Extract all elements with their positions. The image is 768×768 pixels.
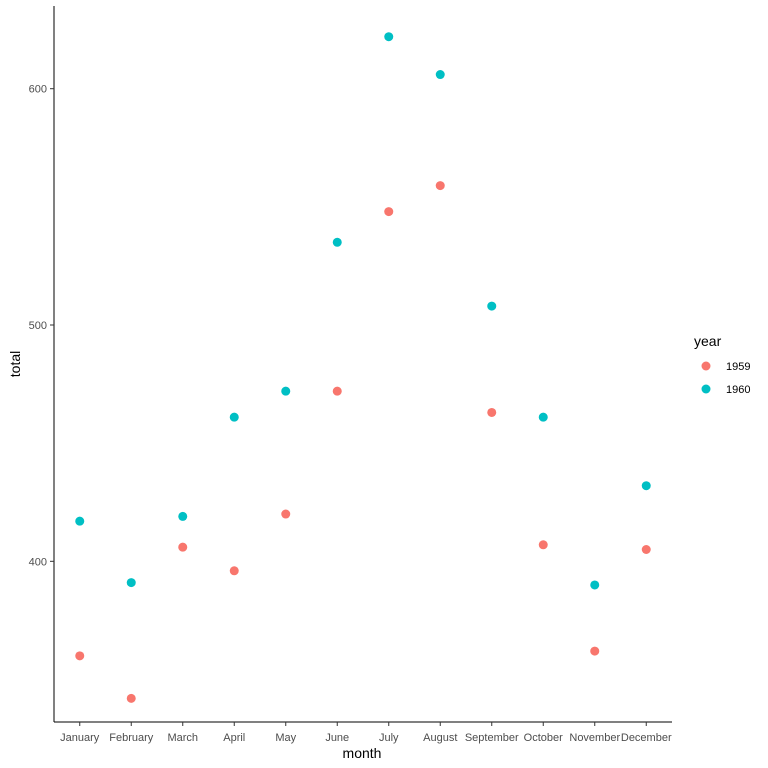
x-tick-label: July	[379, 732, 399, 744]
data-point-1960-september	[487, 301, 497, 311]
x-ticks: January February March April May June July Augu…	[60, 722, 672, 744]
x-tick-label: August	[423, 732, 457, 744]
y-tick-label: 600	[29, 84, 47, 96]
x-tick-label: December	[621, 732, 672, 744]
data-point-1960-december	[641, 481, 651, 491]
x-tick-label: November	[569, 732, 620, 744]
data-point-1960-may	[281, 386, 291, 396]
data-point-1959-august	[435, 181, 445, 191]
x-tick-label: February	[109, 732, 154, 744]
x-tick-label: January	[60, 732, 100, 744]
data-point-1960-august	[435, 70, 445, 80]
data-point-1960-january	[75, 516, 85, 526]
data-point-1959-february	[126, 693, 136, 703]
data-point-1959-april	[229, 566, 239, 576]
x-axis-title: month	[343, 745, 382, 761]
data-point-1960-november	[590, 580, 600, 590]
data-points	[75, 32, 651, 703]
data-point-1959-december	[641, 544, 651, 554]
data-point-1959-january	[75, 651, 85, 661]
data-point-1960-october	[538, 412, 548, 422]
x-tick-label: April	[223, 732, 245, 744]
data-point-1959-june	[332, 386, 342, 396]
x-tick-label: March	[167, 732, 198, 744]
y-ticks: 400 500 600	[29, 84, 54, 568]
axes	[53, 6, 672, 723]
data-point-1959-may	[281, 509, 291, 519]
legend-key-1959	[701, 361, 711, 371]
data-point-1960-february	[126, 578, 136, 588]
y-axis-title: total	[7, 351, 23, 377]
y-tick-label: 500	[29, 320, 47, 332]
legend: year 1959 1960	[694, 333, 750, 396]
x-tick-label: September	[465, 732, 519, 744]
data-point-1959-september	[487, 407, 497, 417]
legend-title: year	[694, 333, 722, 349]
data-point-1960-april	[229, 412, 239, 422]
x-tick-label: May	[275, 732, 296, 744]
data-point-1959-march	[178, 542, 188, 552]
data-point-1960-june	[332, 237, 342, 247]
data-point-1960-march	[178, 511, 188, 521]
legend-label-1959: 1959	[726, 361, 750, 373]
legend-label-1960: 1960	[726, 384, 750, 396]
data-point-1959-november	[590, 646, 600, 656]
data-point-1959-july	[384, 207, 394, 217]
legend-key-1960	[701, 384, 711, 394]
y-tick-label: 400	[29, 556, 47, 568]
x-tick-label: October	[524, 732, 563, 744]
x-tick-label: June	[325, 732, 349, 744]
data-point-1960-july	[384, 32, 394, 42]
data-point-1959-october	[538, 540, 548, 550]
